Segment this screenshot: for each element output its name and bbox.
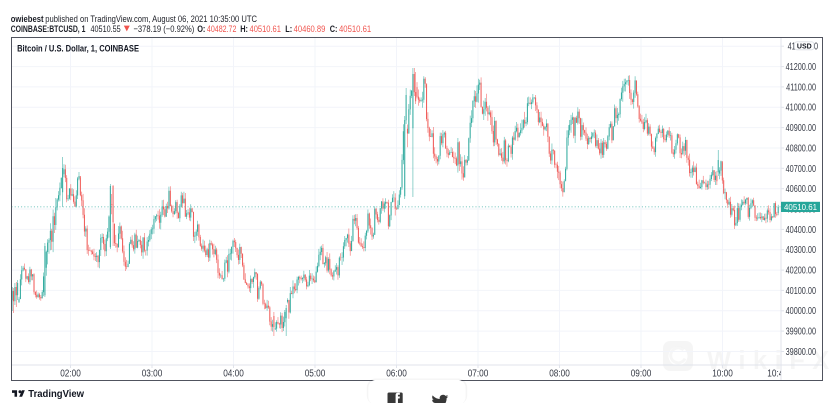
svg-text:40300.00: 40300.00 [786, 244, 817, 255]
svg-text:03:00: 03:00 [142, 368, 163, 379]
svg-text:40400.00: 40400.00 [786, 224, 817, 235]
svg-text:40510.55: 40510.55 [91, 24, 122, 34]
svg-text:10:40: 10:40 [767, 368, 788, 379]
svg-text:TradingView: TradingView [28, 389, 84, 400]
svg-text:owiebest: owiebest [11, 13, 44, 24]
svg-text:40800.00: 40800.00 [786, 142, 817, 153]
svg-text:05:00: 05:00 [305, 368, 326, 379]
svg-text:40200.00: 40200.00 [786, 264, 817, 275]
svg-text:published on TradingView.com,: published on TradingView.com, August 06,… [45, 13, 257, 24]
svg-text:40100.00: 40100.00 [786, 285, 817, 296]
svg-text:40600.00: 40600.00 [786, 183, 817, 194]
svg-text:L:: L: [285, 23, 292, 34]
svg-text:41000.00: 41000.00 [786, 102, 817, 113]
svg-text:C:: C: [330, 23, 338, 34]
svg-text:39900.00: 39900.00 [786, 325, 817, 336]
svg-text:−378.19 (−0.92%): −378.19 (−0.92%) [134, 23, 195, 34]
svg-text:40510.61: 40510.61 [339, 23, 371, 34]
svg-text:40510.61: 40510.61 [784, 203, 817, 212]
svg-text:41100.00: 41100.00 [786, 81, 816, 92]
svg-text:40460.89: 40460.89 [294, 23, 326, 34]
svg-text:09:00: 09:00 [631, 368, 652, 379]
svg-text:40700.00: 40700.00 [786, 163, 817, 174]
svg-text:39800.00: 39800.00 [786, 346, 817, 357]
svg-text:02:00: 02:00 [60, 368, 81, 379]
svg-text:10:00: 10:00 [712, 368, 733, 379]
svg-text:40510.61: 40510.61 [250, 23, 282, 34]
svg-text:41200.00: 41200.00 [786, 61, 817, 72]
svg-text:H:: H: [240, 23, 248, 34]
svg-text:40482.72: 40482.72 [207, 24, 237, 34]
svg-text:COINBASE:BTCUSD, 1: COINBASE:BTCUSD, 1 [11, 24, 86, 34]
svg-text:08:00: 08:00 [549, 368, 570, 379]
svg-text:Bitcoin / U.S. Dollar, 1, COIN: Bitcoin / U.S. Dollar, 1, COINBASE [17, 42, 139, 53]
svg-text:04:00: 04:00 [223, 368, 244, 379]
svg-text:40900.00: 40900.00 [786, 122, 817, 133]
svg-text:USD: USD [797, 41, 812, 50]
svg-text:07:00: 07:00 [468, 368, 489, 379]
svg-text:O:: O: [197, 23, 205, 34]
svg-text:06:00: 06:00 [386, 368, 407, 379]
svg-text:40000.00: 40000.00 [786, 305, 817, 316]
